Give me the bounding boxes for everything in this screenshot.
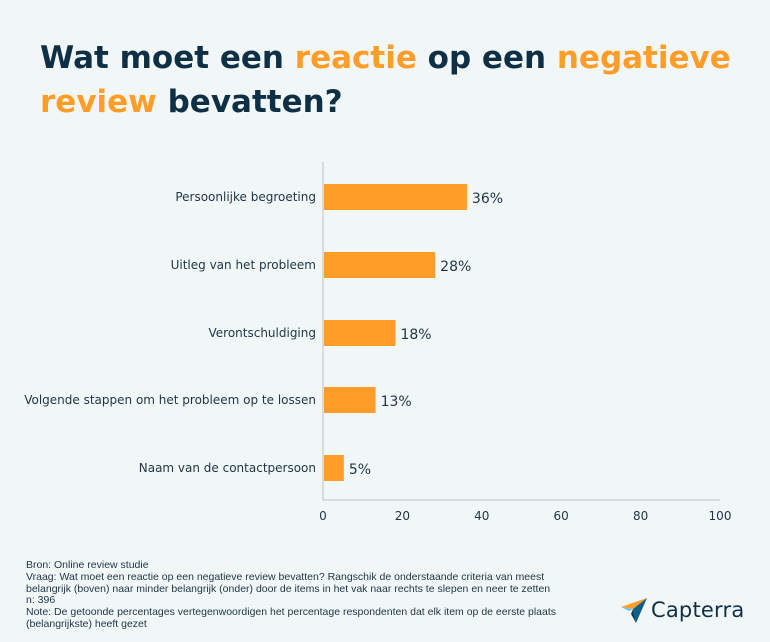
value-label: 5% [349, 462, 371, 478]
x-tick-label: 40 [474, 509, 489, 523]
bar [324, 320, 396, 346]
value-label: 36% [472, 191, 503, 207]
bar-chart: 0 20 40 60 80 100 Persoonlijke begroeting 36% Ui… [24, 162, 732, 523]
category-label: Verontschuldiging [208, 326, 316, 340]
category-label: Naam van de contactpersoon [139, 461, 316, 475]
x-tick-label: 20 [395, 509, 410, 523]
bar [324, 252, 436, 278]
title-highlight: negatieve review [40, 40, 731, 120]
title-highlight: reactie [294, 40, 417, 76]
category-label: Uitleg van het probleem [171, 258, 316, 272]
value-label: 28% [440, 259, 471, 275]
x-tick-label: 100 [709, 509, 732, 523]
question-note: Vraag: Wat moet een reactie op een negat… [26, 570, 551, 595]
capterra-logo: Capterra [620, 596, 744, 624]
chart-title: Wat moet een reactie op een negatieve re… [40, 36, 740, 124]
sample-size-note: n: 396 [26, 594, 56, 607]
value-label: 18% [400, 327, 431, 343]
category-label: Volgende stappen om het probleem op te l… [24, 393, 316, 407]
bar [324, 455, 344, 481]
bar [324, 184, 467, 210]
footer-notes: Bron: Online review studie Vraag: Wat mo… [26, 559, 586, 631]
logo-text: Capterra [651, 598, 745, 622]
capterra-arrow-icon [621, 598, 647, 623]
title-text: op een [416, 40, 557, 76]
value-label: 13% [381, 394, 412, 410]
source-note: Bron: Online review studie [26, 559, 149, 571]
x-tick-label: 0 [319, 509, 327, 523]
title-text: Wat moet een [40, 40, 295, 76]
bar [324, 387, 376, 413]
x-tick-label: 60 [554, 509, 569, 523]
percentage-note: Note: De getoonde percentages vertegenwo… [26, 606, 557, 630]
title-text: bevatten? [156, 84, 343, 120]
category-label: Persoonlijke begroeting [175, 190, 316, 204]
x-tick-label: 80 [633, 509, 648, 523]
